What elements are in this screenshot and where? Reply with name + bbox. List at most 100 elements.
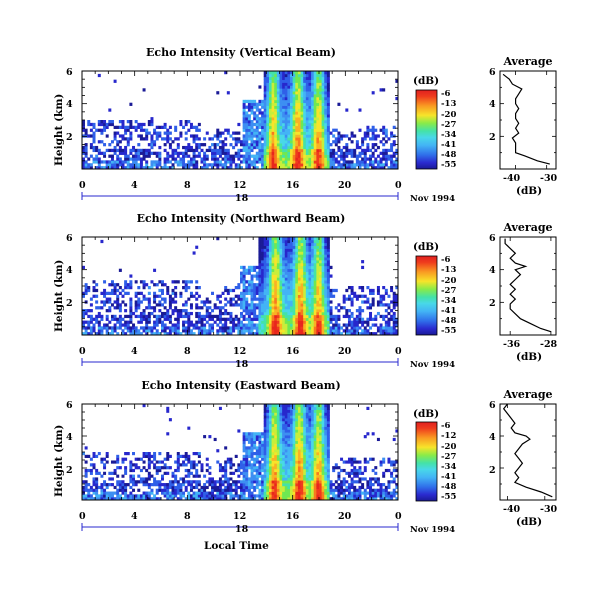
y-ticks [82,236,398,336]
heatmap-cell [268,440,272,444]
heatmap-cell [216,137,220,141]
heatmap-cell [124,494,128,498]
heatmap-cell [319,239,322,244]
heatmap-cell [163,148,167,153]
heatmap-cell [319,140,322,144]
heatmap-cell [282,432,286,436]
heatmap-cell [263,145,267,150]
heatmap-cell [95,166,99,170]
heatmap-cell [305,303,309,307]
heatmap-cell [284,283,288,287]
heatmap-cell [313,271,317,275]
heatmap-cell [274,420,278,425]
heatmap-cell [189,303,193,307]
heatmap-cell [279,283,283,287]
heatmap-cell [279,412,283,416]
heatmap-cell [276,91,280,95]
heatmap-cell [218,131,222,135]
heatmap-cell [347,297,351,301]
heatmap-cell [305,309,309,313]
heatmap-cell [340,137,344,141]
heatmap-cell [297,251,301,255]
colorbar-label: -48 [441,150,456,160]
heatmap-cell [95,157,99,161]
heatmap-cell [282,76,286,80]
heatmap-cell [287,251,291,255]
heatmap-cell [292,157,296,161]
heatmap-cell [311,120,315,124]
heatmap-cell [290,260,294,264]
heatmap-cell [240,166,243,170]
heatmap-cell [155,137,159,141]
heatmap-cell [274,326,278,330]
heatmap-cell [316,329,320,333]
heatmap-cell [300,137,304,141]
heatmap-cell [263,429,267,433]
heatmap-cell [361,317,365,321]
heatmap-cell [279,85,283,89]
heatmap-cell [229,320,233,324]
heatmap-cell [347,148,351,153]
heatmap-cell [268,163,272,167]
heatmap-cell [216,314,220,319]
heatmap-cell [166,326,170,330]
heatmap-cell [174,326,178,330]
heatmap-cell [376,291,380,295]
heatmap-cell [313,291,317,295]
heatmap-cell [118,148,122,153]
y-tick-label: 6 [66,67,73,78]
heatmap-cell [384,140,388,144]
heatmap-cell [287,108,291,112]
heatmap-cell [303,251,307,255]
heatmap-cell [137,151,141,155]
heatmap-cell [279,311,283,316]
heatmap-cell [92,122,96,127]
heatmap-cell [329,148,333,153]
heatmap-cell [213,134,217,138]
heatmap-cell [371,91,375,95]
heatmap-cell [195,474,199,478]
heatmap-cell [290,237,294,241]
heatmap-cell [276,415,280,419]
heatmap-cell [311,280,315,284]
heatmap-cell [284,294,288,298]
heatmap-cell [124,497,128,501]
heatmap-cell [279,277,283,281]
heatmap-cell [292,277,296,281]
heatmap-cell [197,497,201,501]
heatmap-cell [266,131,270,135]
heatmap-cell [242,432,246,436]
heatmap-cell [268,254,272,258]
heatmap-cell [187,460,191,464]
heatmap-cell [326,131,330,135]
heatmap-cell [163,494,167,498]
heatmap-cell [271,485,275,490]
heatmap-cell [242,485,246,490]
heatmap-cell [153,297,157,301]
heatmap-cell [308,248,312,252]
heatmap-cell [153,497,157,501]
heatmap-cell [321,128,325,132]
heatmap-cell [300,329,304,333]
heatmap-cell [329,300,333,304]
heatmap-cell [316,280,320,284]
heatmap-cell [279,148,283,153]
heatmap-cell [271,248,275,252]
heatmap-cell [113,497,117,501]
heatmap-cell [205,309,209,313]
heatmap-cell [87,468,91,473]
heatmap-cell [261,237,265,241]
heatmap-cell [221,311,225,316]
heatmap-cell [284,323,288,327]
heatmap-cell [271,111,275,115]
heatmap-cell [134,300,138,304]
heatmap-cell [276,404,280,408]
heatmap-cell [245,468,249,473]
heatmap-cell [303,148,307,153]
heatmap-cell [276,477,280,481]
heatmap-cell [203,303,207,307]
heatmap-cell [232,494,236,498]
heatmap-cell [274,303,278,307]
heatmap-cell [316,128,320,132]
heatmap-cell [237,166,241,170]
